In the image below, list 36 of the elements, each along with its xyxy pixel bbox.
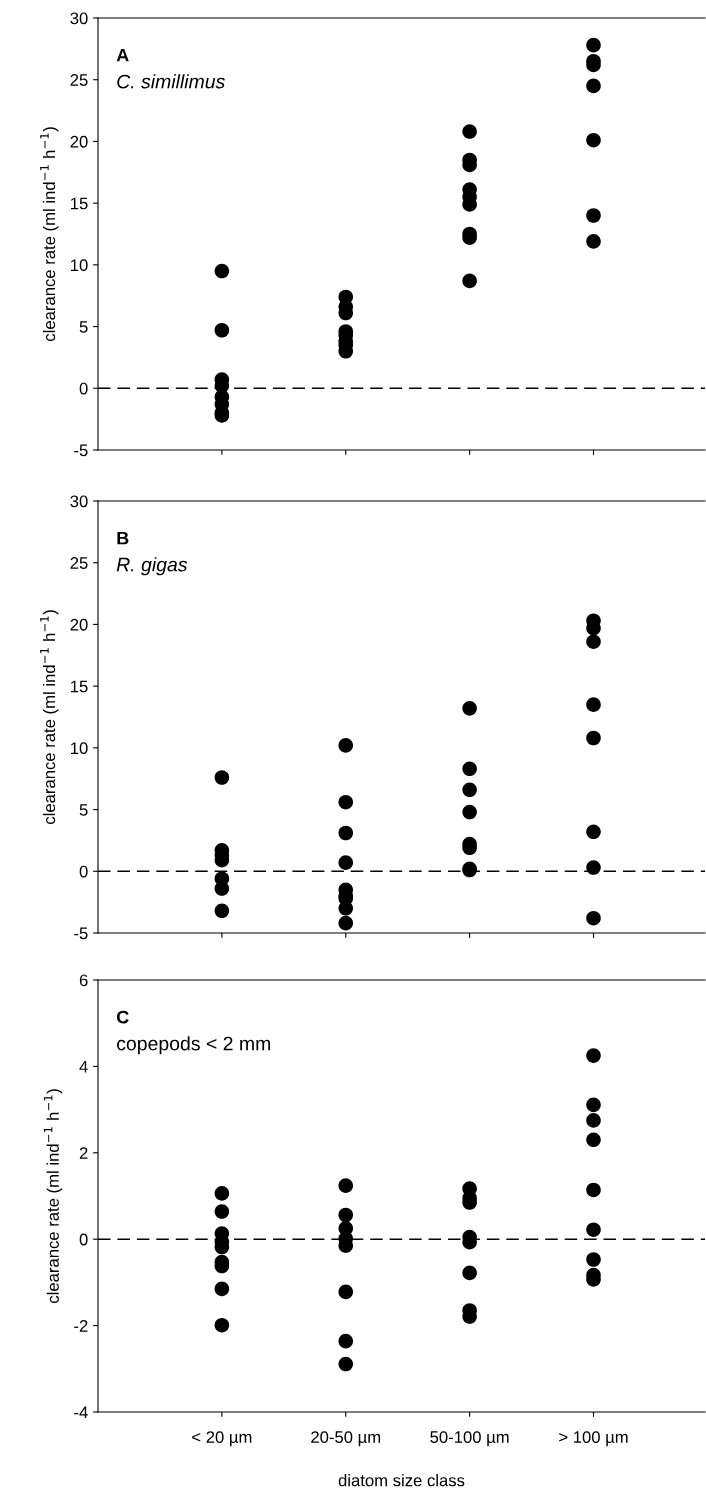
y-tick-label: -5 <box>74 927 88 940</box>
y-tick-label: 20 <box>70 618 88 631</box>
y-tick-label: 4 <box>79 1060 88 1073</box>
x-axis-title: diatom size class <box>338 1474 465 1487</box>
y-tick-label: 0 <box>79 382 88 395</box>
y-tick-label: 10 <box>71 742 88 755</box>
text: R. gigas <box>116 557 188 576</box>
text: C. simillimus <box>117 74 225 89</box>
y-tick-label: 10 <box>71 259 88 272</box>
y-tick-label: 30 <box>70 495 88 508</box>
y-tick-label: 6 <box>79 974 88 987</box>
y-tick-label: 25 <box>70 557 88 569</box>
text: A <box>116 48 129 62</box>
y-tick-label: 15 <box>71 680 88 693</box>
x-tick-label: < 20 µm <box>192 1431 252 1447</box>
text: B <box>117 531 129 545</box>
y-tick-label: -5 <box>74 444 88 457</box>
y-tick-label: 2 <box>79 1147 88 1159</box>
annotation: copepods < 2 mm <box>117 1036 271 1055</box>
x-tick-label: 20-50 µm <box>311 1431 381 1447</box>
y-tick-label: 20 <box>70 135 88 148</box>
y-tick-label: 5 <box>79 321 88 333</box>
y-axis-title: clearance rate (ml ind$^{−1}$ h$^{−1}$) <box>40 127 59 341</box>
y-tick-label: -2 <box>74 1320 88 1332</box>
y-tick-label: 25 <box>70 74 88 86</box>
y-tick-label: 30 <box>70 12 88 25</box>
y-tick-label: 0 <box>79 865 88 878</box>
y-tick-label: 15 <box>71 197 88 210</box>
y-tick-label: -4 <box>74 1406 88 1419</box>
y-axis-title: clearance rate (ml ind$^{−1}$ h$^{−1}$) <box>40 610 59 824</box>
y-tick-label: 5 <box>79 804 88 816</box>
y-axis-title: clearance rate (ml ind$^{−1}$ h$^{−1}$) <box>43 1089 63 1303</box>
x-tick-label: 50-100 µm <box>430 1431 509 1447</box>
y-tick-label: 0 <box>79 1233 88 1246</box>
x-tick-label: > 100 µm <box>559 1431 628 1447</box>
text: C <box>116 1010 129 1024</box>
